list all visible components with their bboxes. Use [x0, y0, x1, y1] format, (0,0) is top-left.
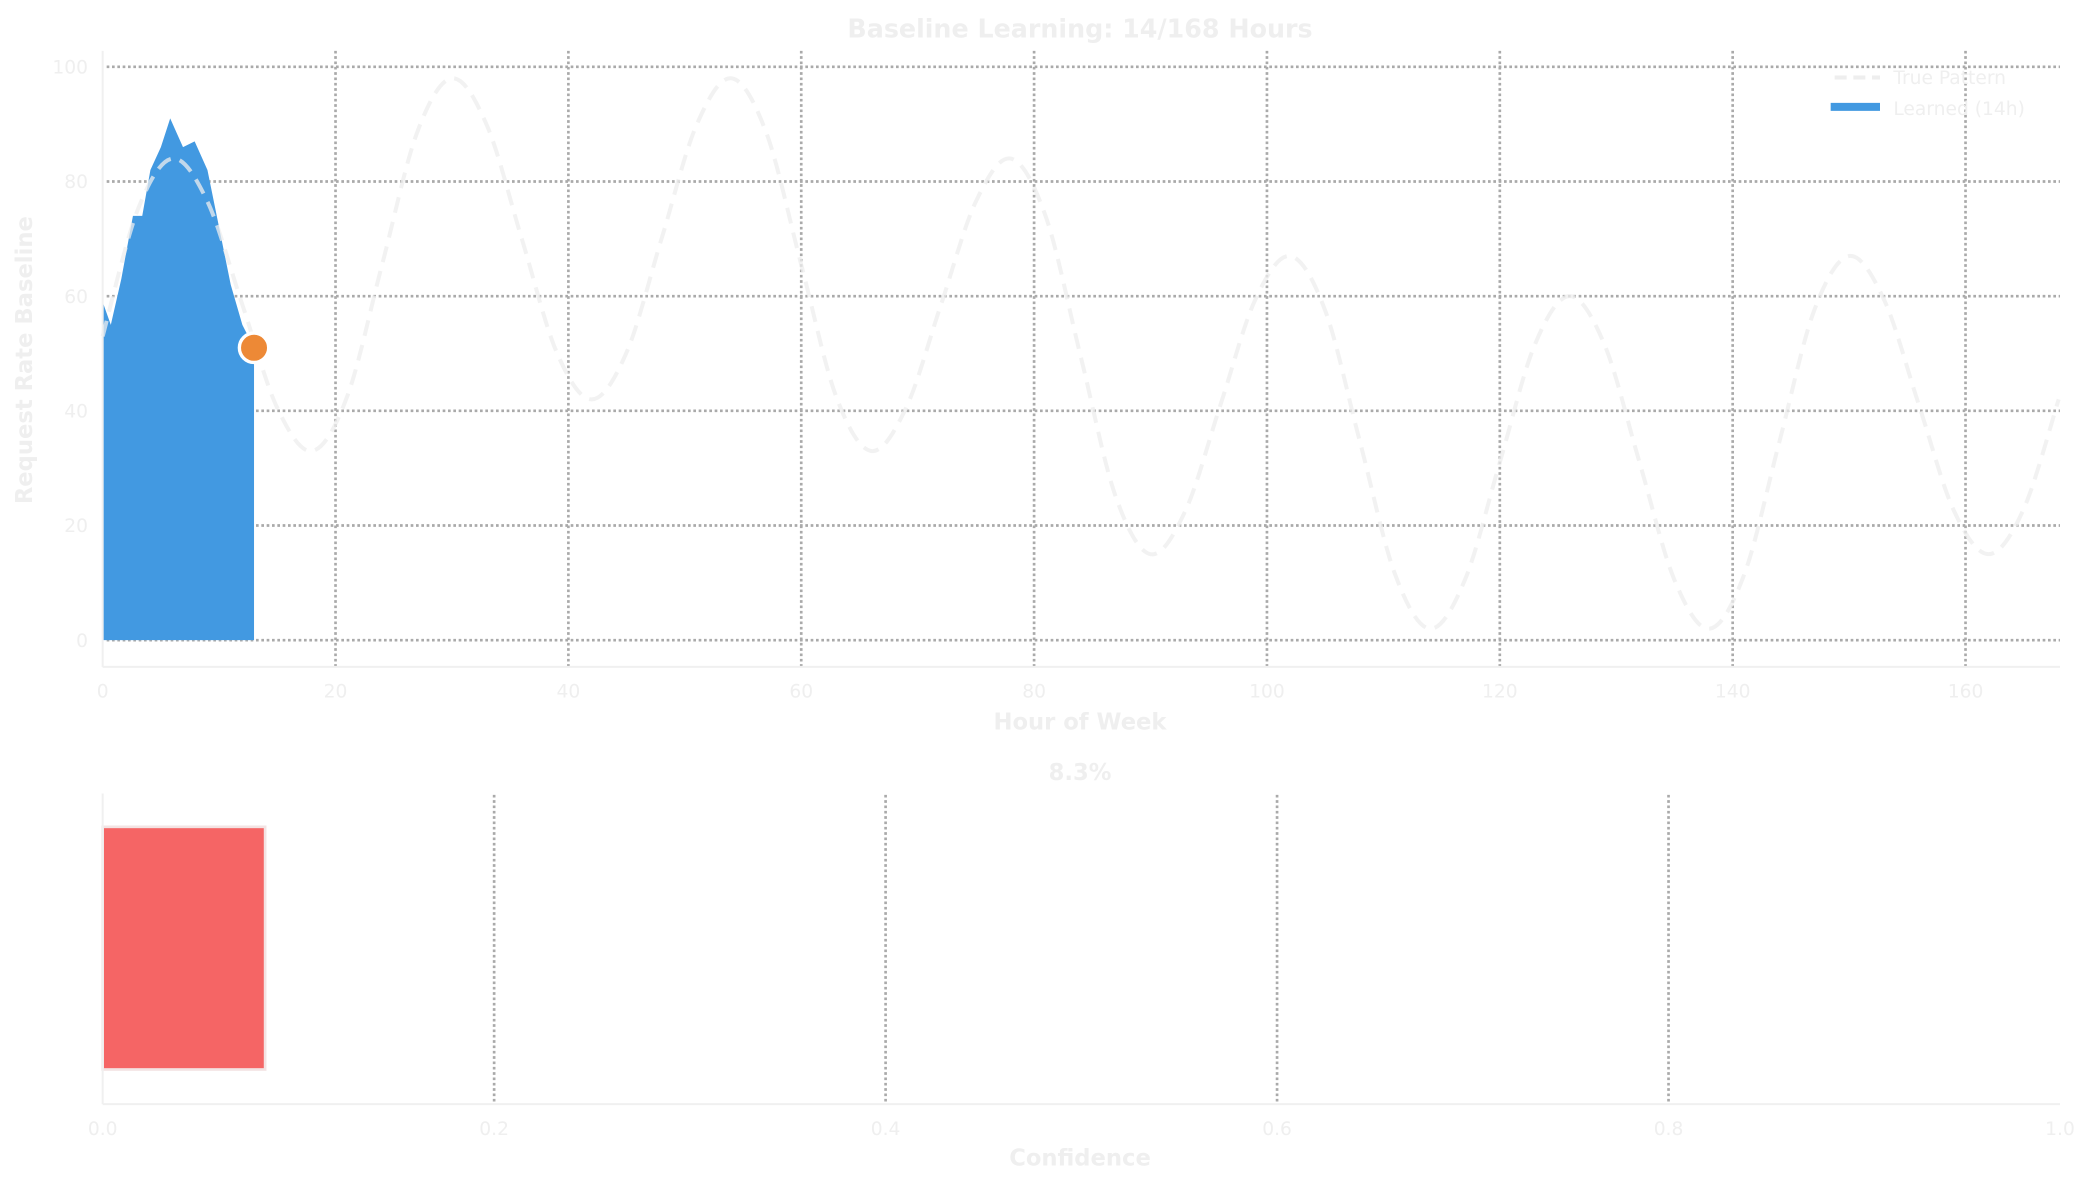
x-tick-label: 140	[1715, 682, 1751, 703]
bottom-ticks: 0.0 0.2 0.4 0.6 0.8 1.0	[88, 1119, 2075, 1140]
legend: True Pattern Learned (14h)	[1830, 68, 2025, 120]
bottom-grid	[492, 794, 1670, 1105]
confidence-chart: 8.3% 0.0 0.2 0.4 0.6 0.8 1.0 Confidence	[88, 760, 2075, 1171]
top-ticks: 0 20 40 60 80 100 0 20 40 60 80 100 120 140 160	[52, 58, 1983, 703]
legend-label-true-pattern: True Pattern	[1892, 68, 2006, 89]
x-tick-label: 60	[789, 682, 813, 703]
confidence-x-label: Confidence	[1009, 1146, 1151, 1172]
chart-title: Baseline Learning: 14/168 Hours	[847, 14, 1312, 44]
confidence-bar	[101, 825, 267, 1071]
bar-group	[101, 825, 267, 1071]
confidence-tick-label: 0.2	[479, 1119, 509, 1140]
x-tick-label: 100	[1249, 682, 1285, 703]
y-tick-label: 0	[76, 631, 88, 652]
y-tick-label: 80	[64, 172, 88, 193]
x-tick-label: 40	[557, 682, 581, 703]
confidence-tick-label: 0.4	[871, 1119, 901, 1140]
confidence-title: 8.3%	[1049, 760, 1112, 786]
x-tick-label: 120	[1482, 682, 1518, 703]
true-pattern-line	[100, 76, 2061, 631]
x-tick-label: 80	[1022, 682, 1046, 703]
confidence-tick-label: 0.6	[1262, 1119, 1292, 1140]
baseline-chart: Baseline Learning: 14/168 Hours 0 20 40 60 8…	[12, 14, 2061, 736]
x-tick-label: 20	[324, 682, 348, 703]
y-tick-label: 20	[64, 516, 88, 537]
confidence-tick-label: 1.0	[2045, 1119, 2075, 1140]
y-axis-label: Request Rate Baseline	[12, 216, 38, 504]
confidence-tick-label: 0.8	[1654, 1119, 1684, 1140]
x-tick-label: 160	[1948, 682, 1984, 703]
learned-area-group	[100, 76, 2061, 641]
current-point-marker	[237, 331, 271, 365]
x-axis-label: Hour of Week	[993, 710, 1167, 736]
legend-label-learned: Learned (14h)	[1893, 99, 2025, 120]
learned-area	[102, 118, 255, 641]
y-tick-label: 100	[52, 58, 88, 79]
confidence-tick-label: 0.0	[88, 1119, 118, 1140]
y-tick-label: 60	[64, 287, 88, 308]
top-grid	[106, 50, 2060, 667]
y-tick-label: 40	[64, 402, 88, 423]
x-tick-label: 0	[97, 682, 109, 703]
